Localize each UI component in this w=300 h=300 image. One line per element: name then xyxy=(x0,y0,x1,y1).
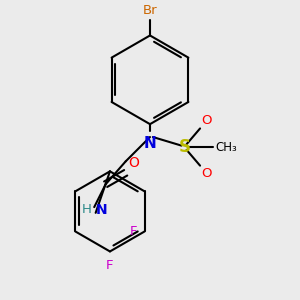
Text: O: O xyxy=(202,167,212,180)
Text: H: H xyxy=(82,203,92,217)
Text: F: F xyxy=(130,225,137,238)
Text: O: O xyxy=(202,114,212,127)
Text: O: O xyxy=(128,156,140,170)
Text: CH₃: CH₃ xyxy=(216,140,238,154)
Text: S: S xyxy=(178,138,190,156)
Text: F: F xyxy=(106,259,114,272)
Text: N: N xyxy=(96,203,107,217)
Text: Br: Br xyxy=(143,4,157,17)
Text: N: N xyxy=(144,136,156,151)
